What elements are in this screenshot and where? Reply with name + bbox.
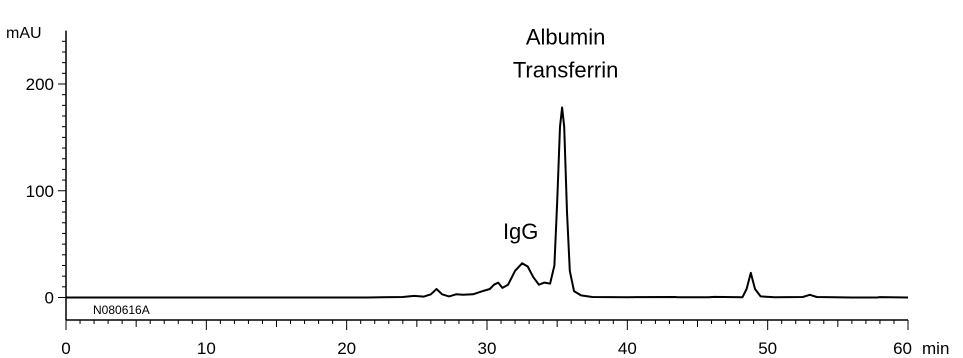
x-tick-label: 60	[893, 339, 912, 358]
peak-annotations: Albumin Transferrin IgG	[503, 25, 618, 244]
peak-label: Albumin	[526, 25, 605, 50]
axes	[65, 30, 908, 321]
peak-label: IgG	[503, 219, 538, 244]
x-axis-unit-label: min	[922, 339, 949, 358]
x-tick-label: 40	[618, 339, 637, 358]
y-tick-label: 0	[45, 289, 54, 308]
x-tick-label: 30	[478, 339, 497, 358]
chromatogram-trace	[66, 106, 909, 299]
x-tick-label: 10	[197, 339, 216, 358]
tick-labels: 0 100 200 0 10 20 30 40 50 60	[26, 75, 912, 358]
ticks	[58, 40, 909, 330]
y-axis-unit-label: mAU	[6, 25, 42, 42]
y-tick-label: 100	[26, 182, 54, 201]
peak-label: Transferrin	[513, 58, 619, 83]
sample-id-label: N080616A	[93, 303, 150, 317]
x-tick-label: 0	[61, 339, 70, 358]
x-tick-label: 50	[758, 339, 777, 358]
y-tick-label: 200	[26, 75, 54, 94]
x-tick-label: 20	[337, 339, 356, 358]
